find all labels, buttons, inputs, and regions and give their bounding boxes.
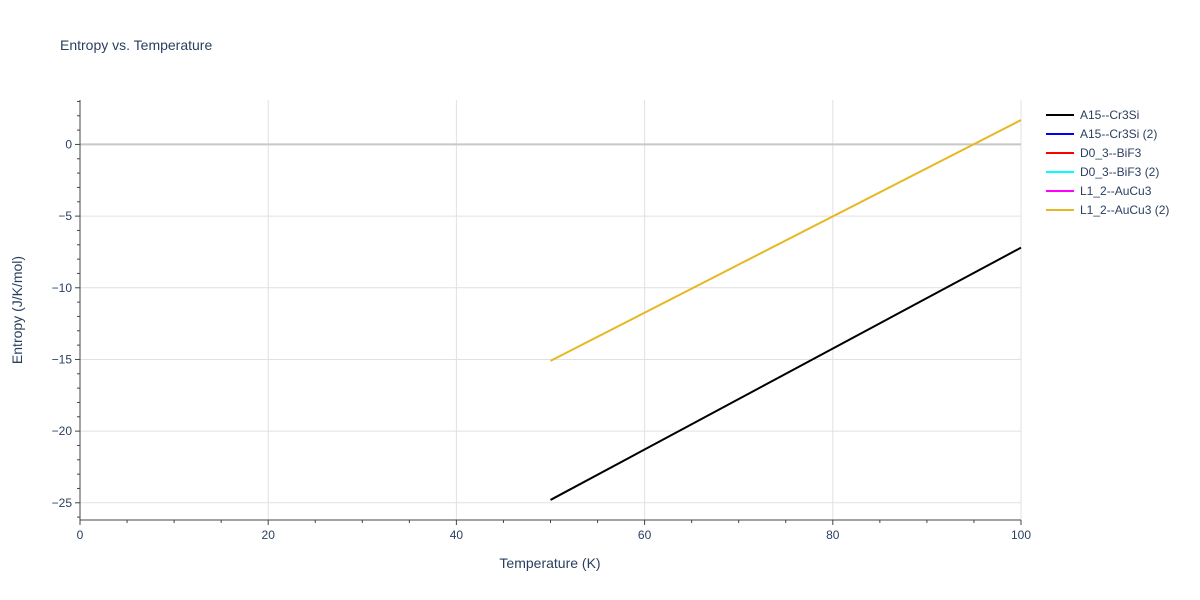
grid-lines [80,100,1022,520]
legend-label: L1_2--AuCu3 [1080,184,1152,198]
axes [75,100,1022,525]
y-tick-label: −5 [58,209,72,223]
legend-label: A15--Cr3Si [1080,108,1139,122]
chart-title: Entropy vs. Temperature [60,37,212,53]
legend-label: A15--Cr3Si (2) [1080,127,1157,141]
legend-label: D0_3--BiF3 [1080,146,1142,160]
x-tick-label: 0 [77,528,84,542]
y-tick-label: −20 [52,424,73,438]
x-tick-label: 40 [450,528,464,542]
y-tick-label: −25 [52,496,73,510]
legend-label: L1_2--AuCu3 (2) [1080,203,1169,217]
y-tick-label: 0 [65,137,72,151]
x-tick-labels: 0 20 40 60 80 100 [77,528,1032,542]
legend-label: D0_3--BiF3 (2) [1080,165,1159,179]
x-tick-label: 60 [638,528,652,542]
x-tick-label: 20 [262,528,276,542]
y-tick-label: −15 [52,352,73,366]
y-tick-labels: 0 −5 −10 −15 −20 −25 [52,137,73,509]
x-tick-label: 80 [826,528,840,542]
x-tick-label: 100 [1011,528,1031,542]
y-tick-label: −10 [52,281,73,295]
legend: A15--Cr3Si A15--Cr3Si (2) D0_3--BiF3 D0_3--… [1046,108,1169,217]
x-axis-title: Temperature (K) [499,555,600,571]
series-line [550,119,1022,362]
series-lines [550,119,1022,501]
y-axis-title: Entropy (J/K/mol) [9,256,25,364]
series-line [550,246,1022,501]
